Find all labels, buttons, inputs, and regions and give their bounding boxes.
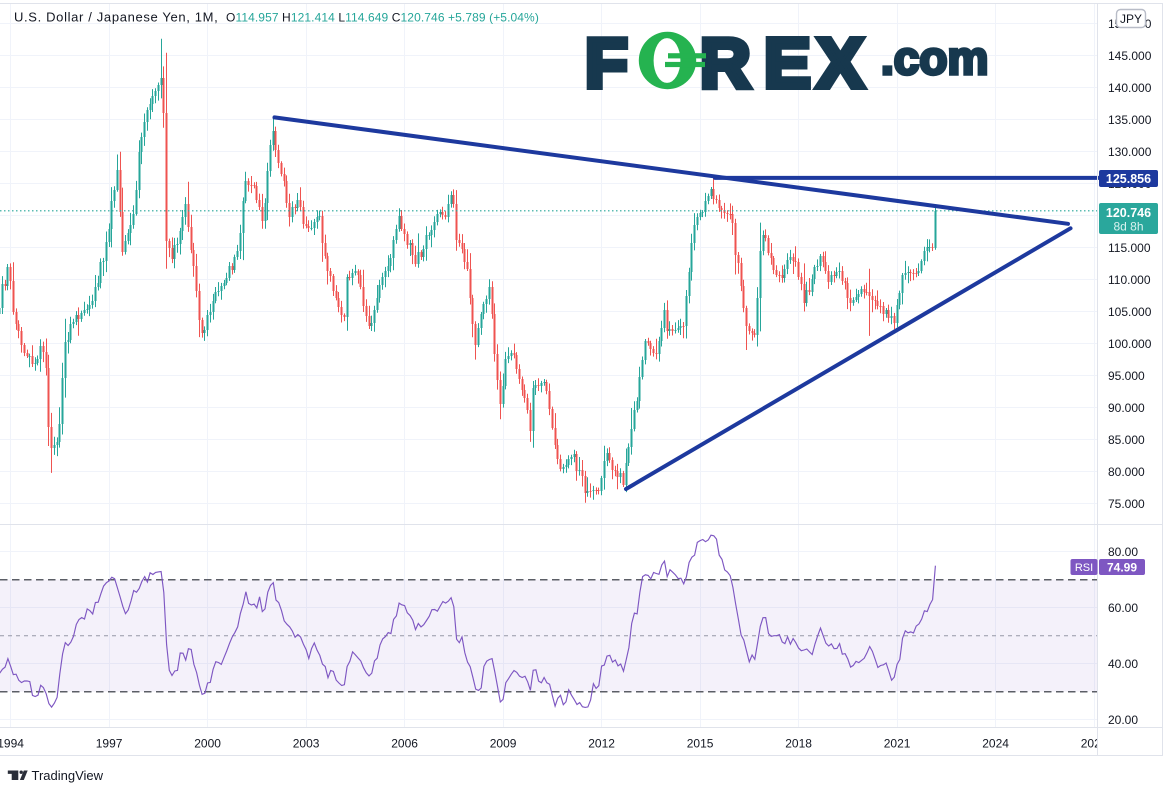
svg-text:145.000: 145.000 <box>1108 49 1152 63</box>
svg-text:2024: 2024 <box>982 737 1009 751</box>
svg-text:95.000: 95.000 <box>1108 369 1145 383</box>
svg-text:100.000: 100.000 <box>1108 337 1152 351</box>
svg-text:.com: .com <box>881 32 988 84</box>
svg-text:120.746: 120.746 <box>1106 206 1151 220</box>
svg-text:75.000: 75.000 <box>1108 497 1145 511</box>
svg-text:TradingView: TradingView <box>32 768 104 783</box>
svg-text:140.000: 140.000 <box>1108 81 1152 95</box>
svg-text:105.000: 105.000 <box>1108 305 1152 319</box>
svg-text:2021: 2021 <box>884 737 911 751</box>
svg-text:R: R <box>700 24 751 102</box>
svg-text:F: F <box>585 24 628 102</box>
svg-text:2027: 2027 <box>1081 737 1108 751</box>
svg-text:2018: 2018 <box>785 737 812 751</box>
svg-text:1994: 1994 <box>0 737 24 751</box>
svg-text:60.00: 60.00 <box>1108 601 1138 615</box>
svg-text:X: X <box>817 24 864 102</box>
svg-text:85.000: 85.000 <box>1108 433 1145 447</box>
svg-text:2012: 2012 <box>588 737 615 751</box>
svg-text:2000: 2000 <box>194 737 221 751</box>
svg-text:110.000: 110.000 <box>1108 273 1151 287</box>
svg-text:135.000: 135.000 <box>1108 113 1152 127</box>
svg-text:2003: 2003 <box>293 737 320 751</box>
svg-text:90.000: 90.000 <box>1108 401 1145 415</box>
svg-text:RSI: RSI <box>1075 562 1093 574</box>
svg-text:2006: 2006 <box>391 737 418 751</box>
svg-text:E: E <box>764 24 811 102</box>
svg-text:80.00: 80.00 <box>1108 545 1138 559</box>
svg-text:O114.957 H121.414 L114.649: O114.957 H121.414 L114.649 C120.746 +5.7… <box>226 11 539 25</box>
svg-text:U.S. Dollar / Japanese Yen, 1M: U.S. Dollar / Japanese Yen, 1M, <box>14 10 218 25</box>
svg-text:130.000: 130.000 <box>1108 145 1152 159</box>
svg-text:80.000: 80.000 <box>1108 465 1145 479</box>
svg-text:74.99: 74.99 <box>1107 561 1137 575</box>
svg-text:8d 8h: 8d 8h <box>1113 220 1143 234</box>
svg-text:20.00: 20.00 <box>1108 713 1138 727</box>
svg-text:40.00: 40.00 <box>1108 657 1138 671</box>
svg-text:2015: 2015 <box>687 737 714 751</box>
svg-text:2009: 2009 <box>490 737 517 751</box>
svg-text:125.856: 125.856 <box>1106 172 1151 186</box>
svg-text:1997: 1997 <box>96 737 123 751</box>
svg-text:115.000: 115.000 <box>1108 241 1151 255</box>
svg-text:JPY: JPY <box>1120 12 1142 26</box>
